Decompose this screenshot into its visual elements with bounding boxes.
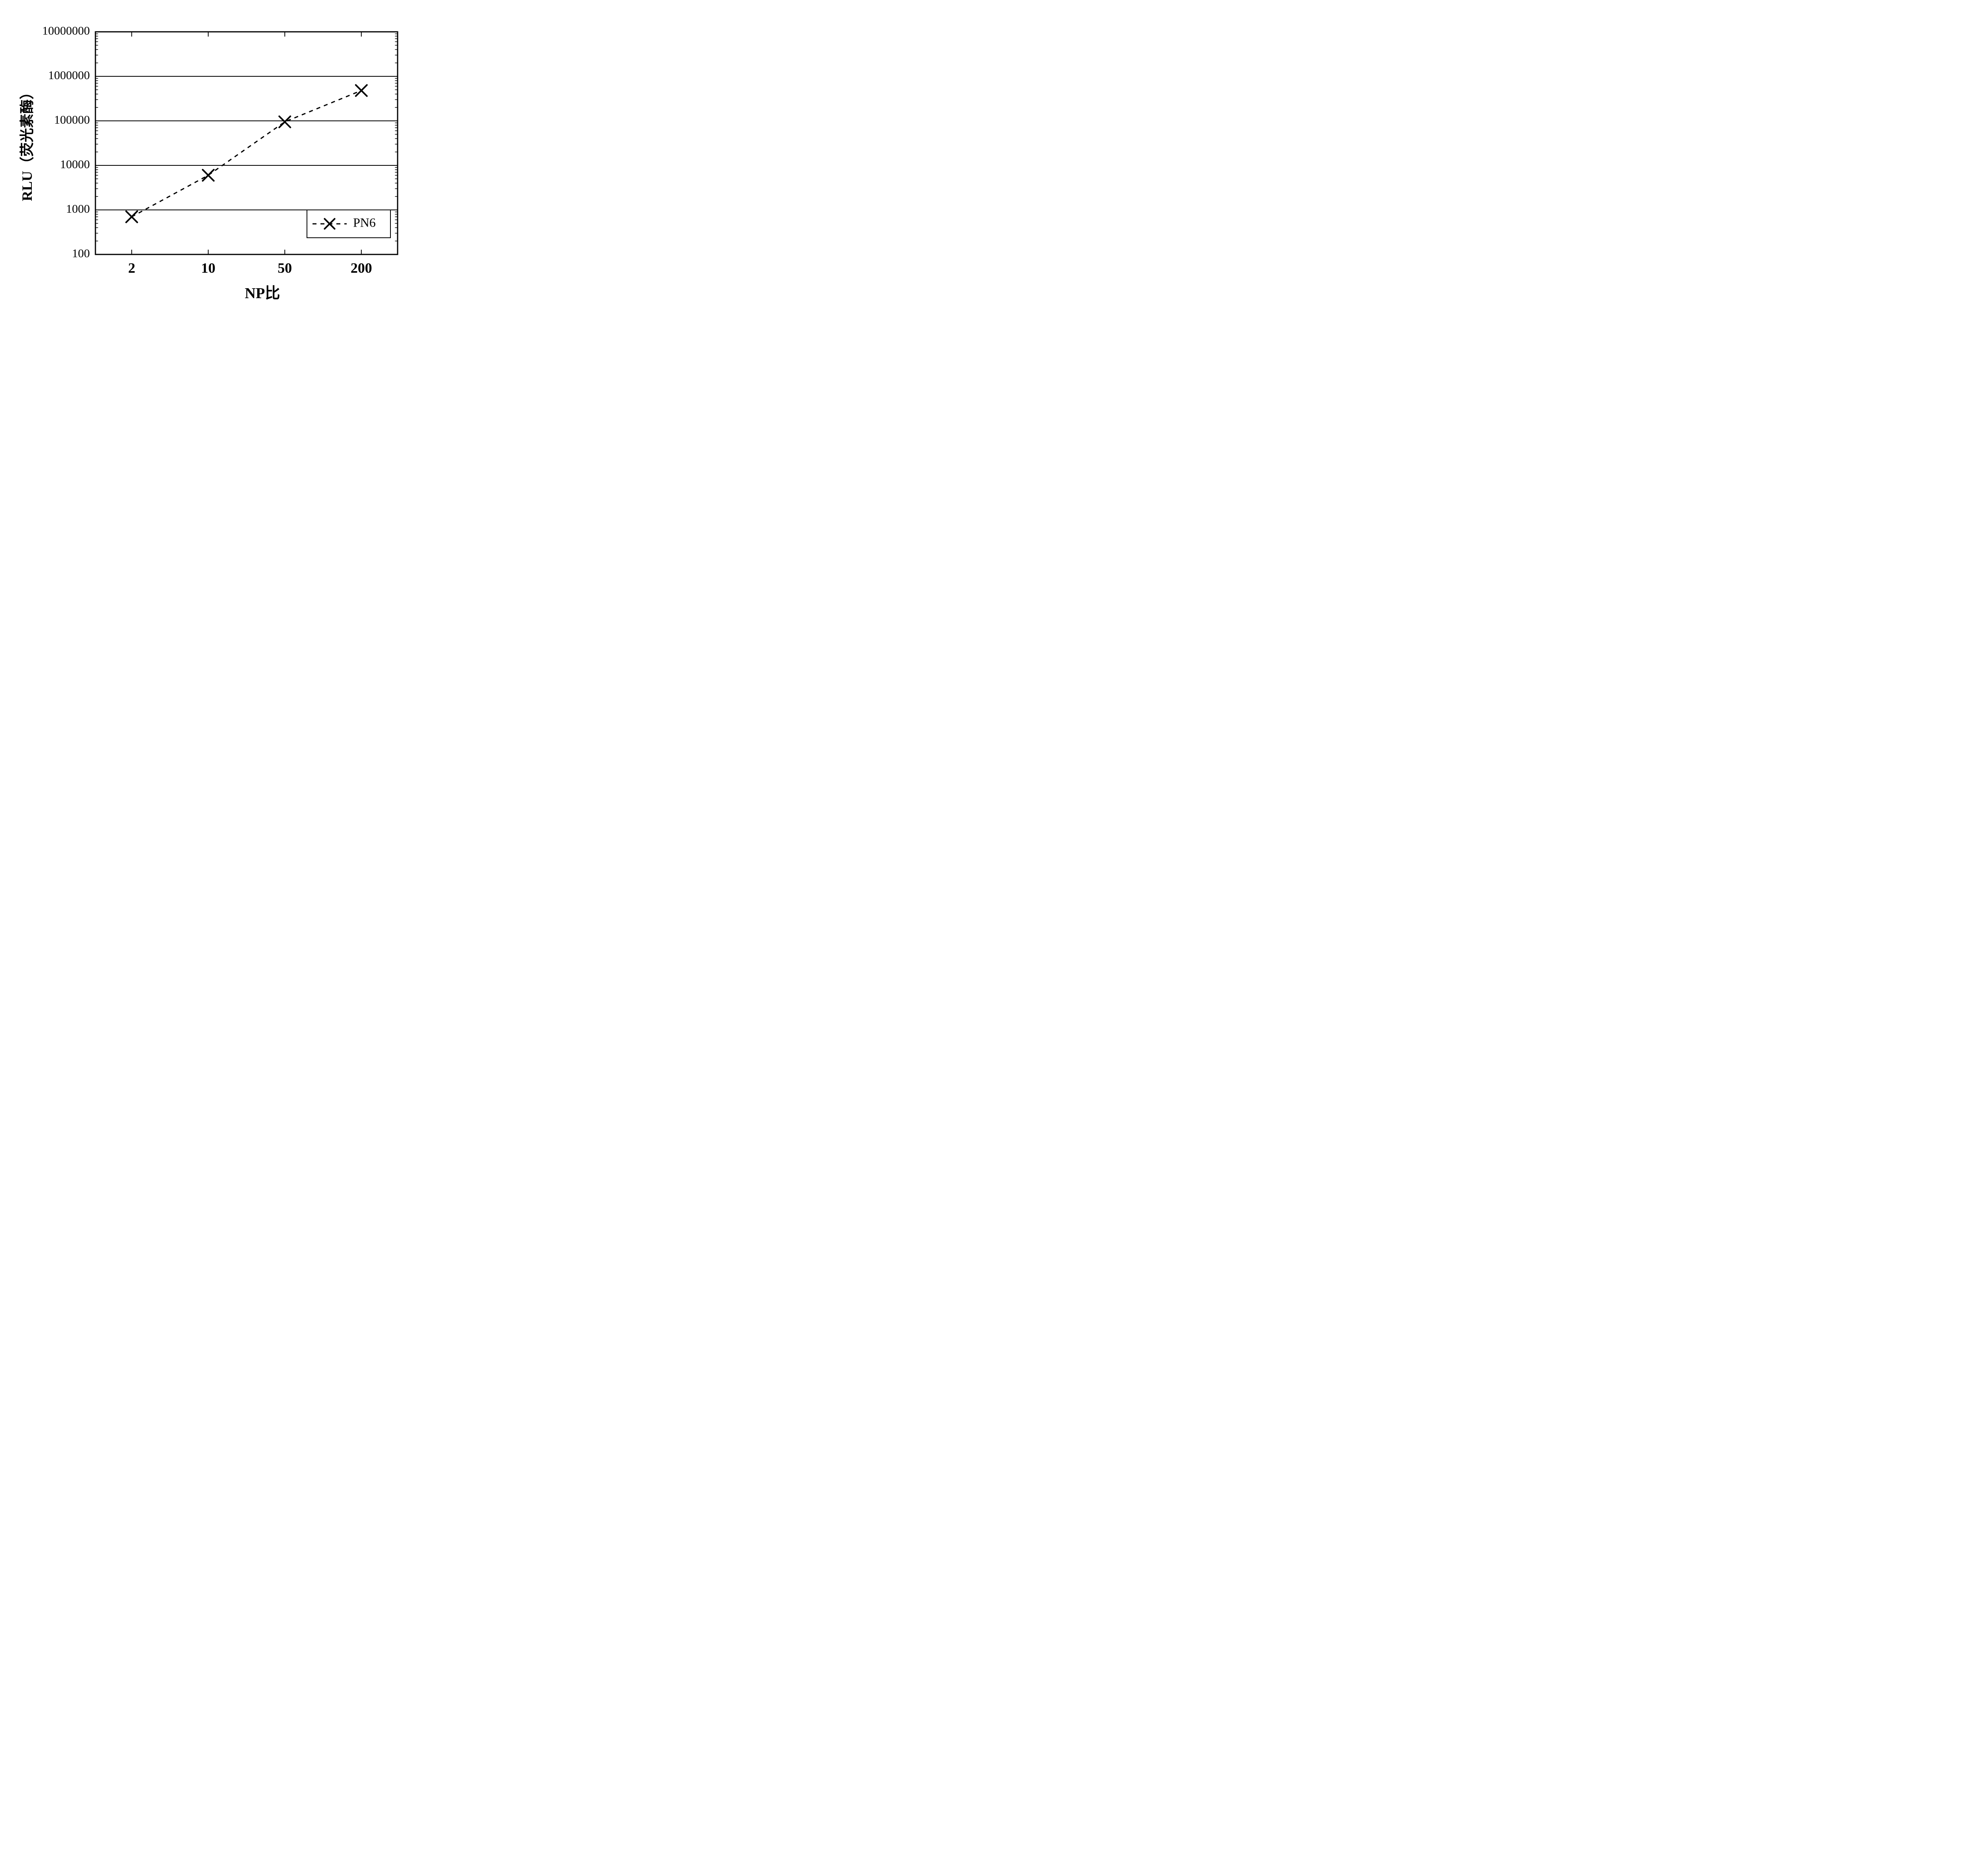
x-tick-label: 200	[351, 260, 372, 276]
legend-box	[307, 210, 390, 238]
x-tick-label: 50	[278, 260, 292, 276]
y-tick-label: 100000	[54, 113, 90, 126]
x-tick-label: 2	[128, 260, 135, 276]
y-tick-label: 1000000	[48, 69, 90, 82]
chart-container: 100 1000 10000 100000 1000000 10000000 2 10 50 20…	[16, 16, 1972, 310]
series-line	[132, 91, 361, 217]
x-tick-label: 10	[201, 260, 215, 276]
legend-label: PN6	[353, 215, 376, 229]
x-axis-label: NP比	[245, 285, 280, 302]
y-tick-label: 10000	[60, 158, 90, 171]
y-tick-label: 100	[72, 247, 90, 260]
y-axis-label: RLU（荧光素酶）	[19, 85, 35, 201]
chart-svg: 100 1000 10000 100000 1000000 10000000 2 10 50 20…	[16, 16, 421, 310]
y-tick-label: 10000000	[42, 24, 90, 37]
y-tick-label: 1000	[66, 202, 90, 215]
